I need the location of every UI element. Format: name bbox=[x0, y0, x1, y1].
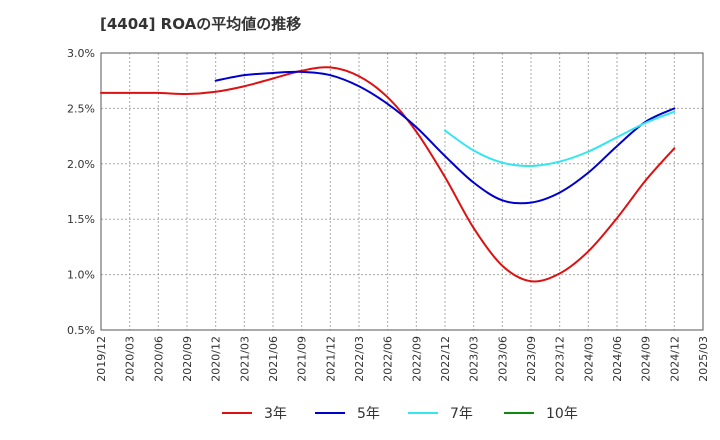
x-tick-label: 2023/03 bbox=[468, 336, 481, 382]
series-line-3 bbox=[444, 110, 676, 168]
legend-label-4: 10年 bbox=[546, 406, 578, 422]
axes bbox=[100, 52, 704, 331]
legend-label-3: 7年 bbox=[450, 406, 473, 422]
series-lines bbox=[100, 66, 676, 283]
plot-frame bbox=[100, 52, 704, 331]
x-tick-label: 2023/12 bbox=[554, 336, 567, 382]
series-line-1 bbox=[100, 66, 676, 283]
y-tick-label: 2.5% bbox=[67, 102, 95, 115]
x-tick-label: 2022/06 bbox=[382, 336, 395, 382]
x-tick-label: 2022/12 bbox=[439, 336, 452, 382]
y-tick-label: 1.5% bbox=[67, 213, 95, 226]
x-tick-labels: 2019/12 2020/03 2020/06 2020/09 2020/12 2021/… bbox=[95, 336, 710, 382]
x-tick-label: 2021/09 bbox=[296, 336, 309, 382]
x-tick-label: 2023/09 bbox=[525, 336, 538, 382]
x-tick-label: 2019/12 bbox=[95, 336, 108, 382]
x-tick-label: 2020/12 bbox=[210, 336, 223, 382]
x-tick-label: 2024/03 bbox=[582, 336, 595, 382]
x-tick-label: 2024/06 bbox=[611, 336, 624, 382]
y-tick-label: 0.5% bbox=[67, 324, 95, 337]
x-tick-label: 2022/09 bbox=[410, 336, 423, 382]
legend: 3年 5年 7年 10年 bbox=[222, 406, 578, 422]
x-tick-label: 2020/03 bbox=[124, 336, 137, 382]
x-tick-label: 2021/12 bbox=[324, 336, 337, 382]
grid-lines bbox=[101, 53, 703, 330]
y-tick-label: 3.0% bbox=[67, 47, 95, 60]
legend-label-1: 3年 bbox=[264, 406, 287, 422]
series-line-2 bbox=[214, 70, 676, 205]
y-tick-labels: 0.5% 1.0% 1.5% 2.0% 2.5% 3.0% bbox=[67, 47, 95, 337]
chart-title: [4404] ROAの平均値の推移 bbox=[100, 15, 302, 33]
x-tick-label: 2024/12 bbox=[668, 336, 681, 382]
x-tick-label: 2025/03 bbox=[697, 336, 710, 382]
y-tick-label: 1.0% bbox=[67, 269, 95, 282]
x-tick-label: 2023/06 bbox=[496, 336, 509, 382]
x-tick-label: 2020/06 bbox=[152, 336, 165, 382]
y-tick-label: 2.0% bbox=[67, 158, 95, 171]
x-tick-label: 2021/06 bbox=[267, 336, 280, 382]
x-tick-label: 2024/09 bbox=[640, 336, 653, 382]
x-tick-label: 2021/03 bbox=[238, 336, 251, 382]
x-tick-label: 2020/09 bbox=[181, 336, 194, 382]
legend-label-2: 5年 bbox=[357, 406, 380, 422]
x-tick-label: 2022/03 bbox=[353, 336, 366, 382]
